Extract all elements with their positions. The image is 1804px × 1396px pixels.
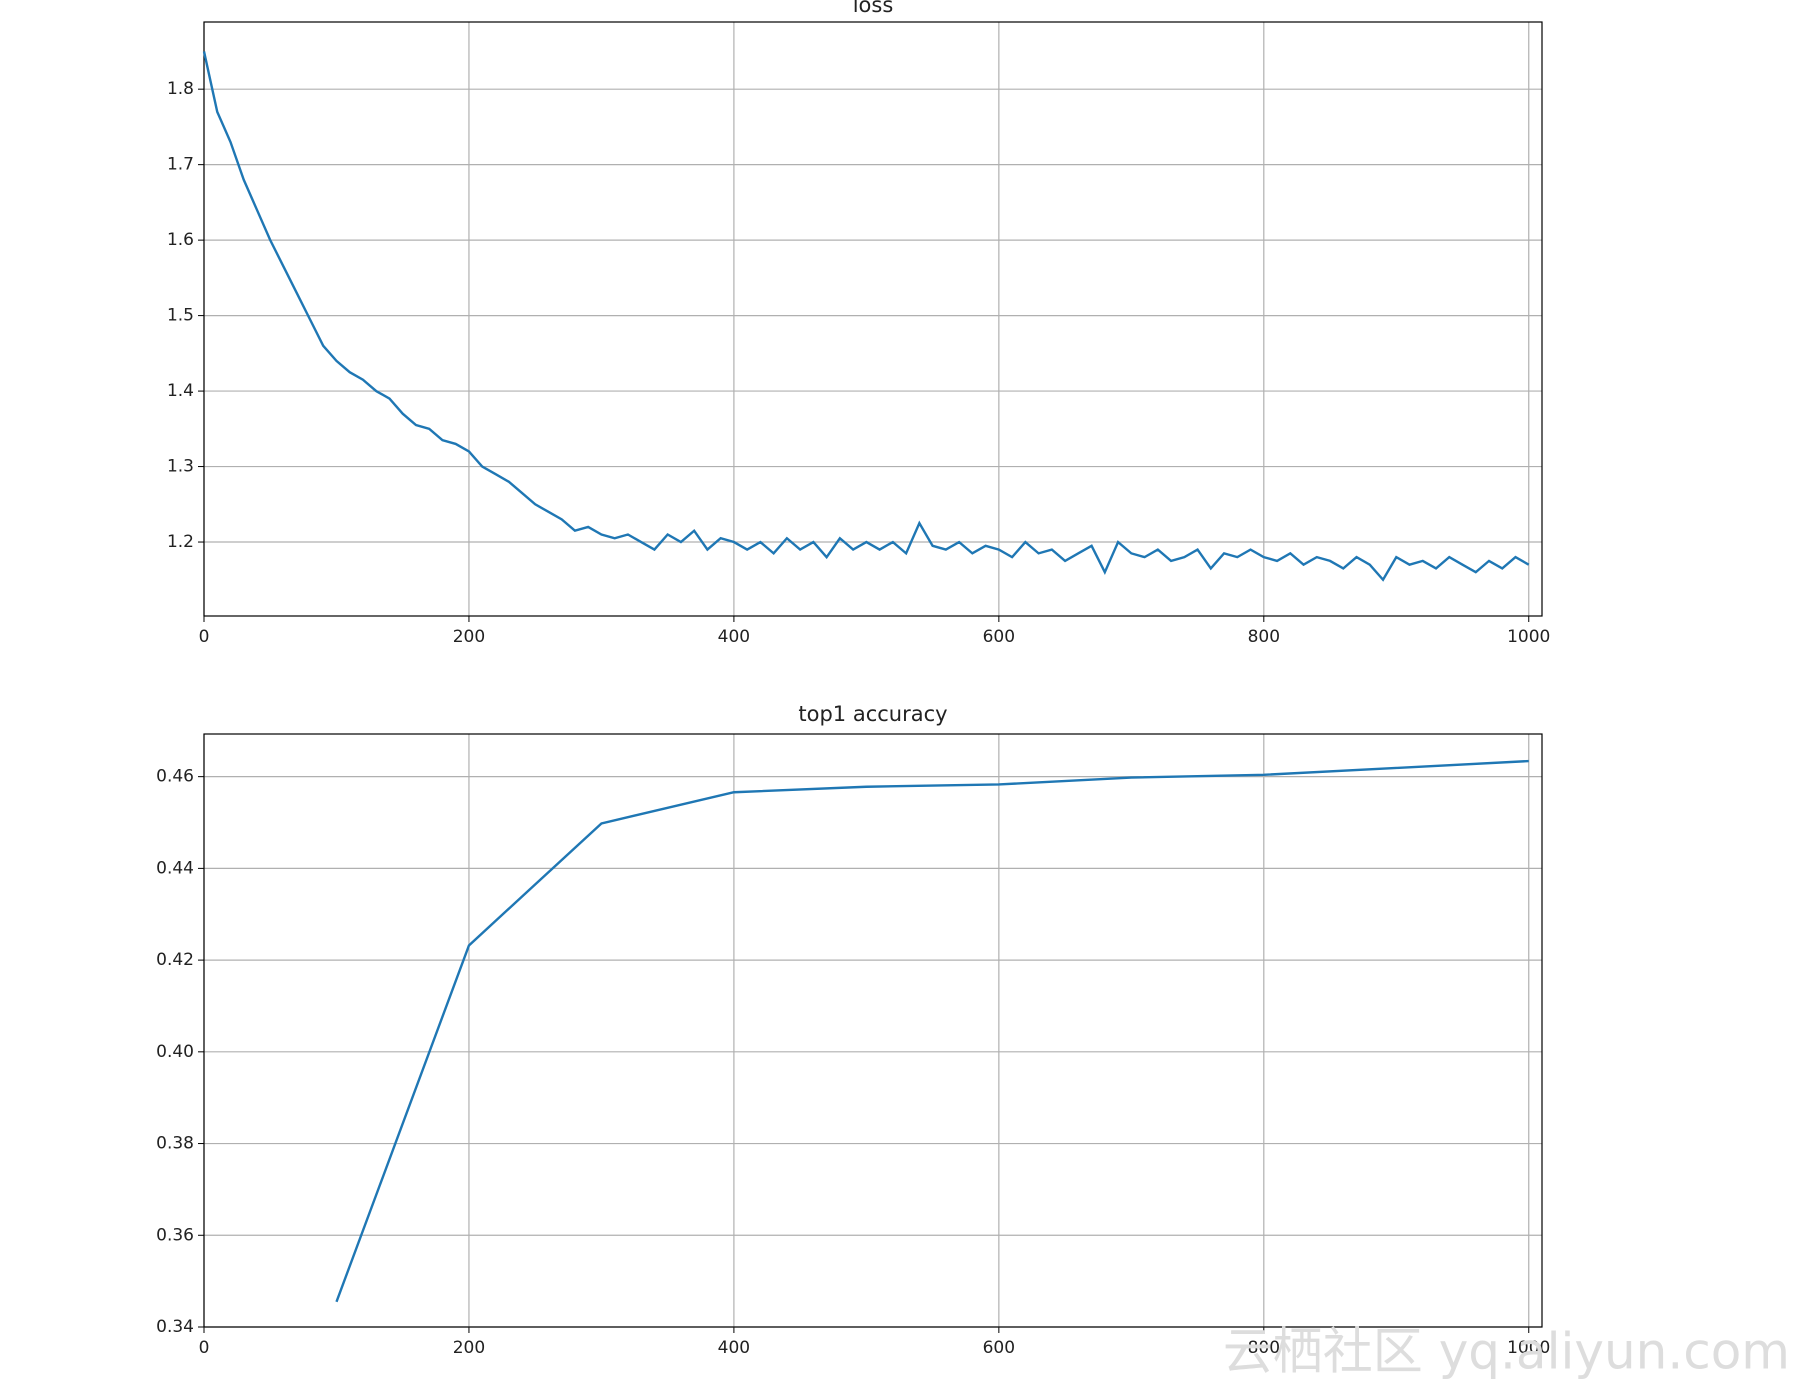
chart-title: loss [853,0,894,17]
plot-frame [203,733,1543,1328]
y-tick-label: 1.3 [167,457,194,477]
y-tick-label: 0.46 [156,767,194,787]
x-tick-label: 800 [1248,1338,1280,1358]
x-tick-label: 1000 [1507,1338,1550,1358]
x-tick-label: 600 [983,627,1015,647]
chart-title: top1 accuracy [798,702,947,726]
x-tick-label: 200 [453,627,485,647]
y-tick-label: 1.2 [167,532,194,552]
x-tick-label: 0 [199,627,210,647]
watermark: 云栖社区 yq.aliyun.com [1223,1323,1790,1381]
y-tick-label: 0.44 [156,858,194,878]
x-tick-label: 400 [718,1338,750,1358]
y-tick-label: 1.7 [167,155,194,175]
data-line [335,759,1529,1303]
x-tick-label: 400 [718,627,750,647]
plot-frame [203,21,1543,617]
x-tick-label: 0 [199,1338,210,1358]
x-tick-label: 1000 [1507,627,1550,647]
y-tick-label: 0.34 [156,1317,194,1337]
y-tick-label: 1.6 [167,230,194,250]
y-tick-label: 0.36 [156,1225,194,1245]
x-tick-label: 600 [983,1338,1015,1358]
y-tick-label: 0.38 [156,1134,194,1154]
x-tick-label: 800 [1248,627,1280,647]
x-tick-label: 200 [453,1338,485,1358]
y-tick-label: 0.40 [156,1042,194,1062]
data-line [202,51,1530,582]
y-tick-label: 1.8 [167,79,194,99]
y-tick-label: 1.4 [167,381,194,401]
y-tick-label: 0.42 [156,950,194,970]
y-tick-label: 1.5 [167,306,194,326]
